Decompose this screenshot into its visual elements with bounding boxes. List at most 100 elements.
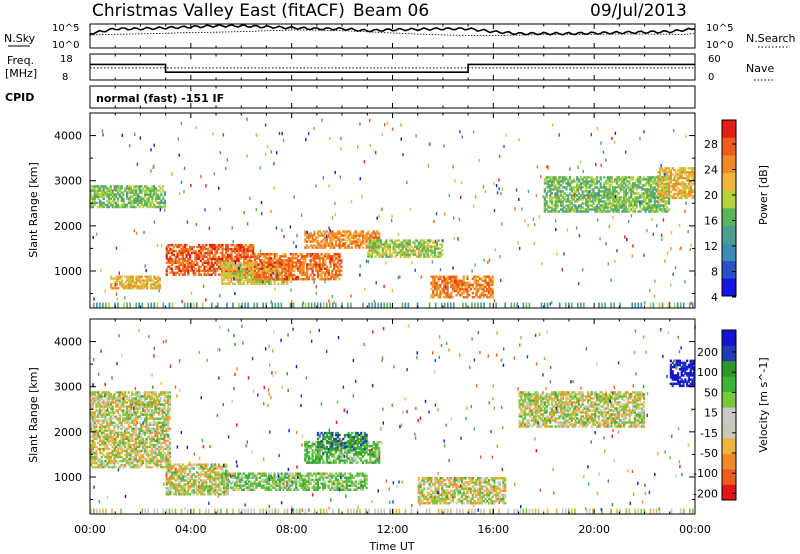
- heatmap-cell: [250, 282, 253, 285]
- heatmap-cell: [414, 243, 417, 246]
- heatmap-cell: [97, 399, 100, 402]
- heatmap-cell: [352, 234, 356, 237]
- heatmap-cell: [244, 272, 247, 275]
- heatmap-cell: [309, 255, 312, 258]
- heatmap-cell: [579, 186, 582, 189]
- heatmap-cell: [156, 205, 159, 209]
- heatmap-cell: [550, 191, 552, 195]
- heatmap-cell: [120, 423, 123, 426]
- heatmap-cell: [216, 263, 219, 267]
- heatmap-cell: [581, 206, 584, 209]
- heatmap-cell: [100, 441, 103, 445]
- heatmap-cell: [131, 433, 134, 437]
- heatmap-cell: [446, 293, 449, 297]
- heatmap-cell: [680, 180, 683, 184]
- heatmap-cell: [648, 191, 650, 195]
- heatmap-cell: [566, 228, 569, 232]
- heatmap-cell: [248, 247, 251, 251]
- heatmap-cell: [545, 182, 548, 185]
- heatmap-cell: [122, 395, 125, 398]
- heatmap-cell: [306, 234, 309, 237]
- heatmap-cell: [550, 180, 554, 183]
- heatmap-cell: [338, 271, 341, 275]
- heatmap-cell: [610, 190, 613, 193]
- heatmap-cell: [320, 269, 323, 273]
- heatmap-cell: [99, 205, 102, 209]
- heatmap-cell: [400, 123, 402, 127]
- heatmap-cell: [558, 198, 561, 201]
- heatmap-cell: [297, 267, 300, 270]
- heatmap-cell: [621, 200, 624, 203]
- heatmap-cell: [369, 245, 372, 248]
- heatmap-cell: [322, 255, 325, 258]
- heatmap-cell: [176, 259, 179, 263]
- heatmap-cell: [178, 253, 181, 257]
- heatmap-cell: [119, 283, 122, 286]
- heatmap-cell: [439, 283, 442, 287]
- heatmap-cell: [249, 196, 251, 200]
- heatmap-cell: [111, 397, 114, 400]
- heatmap-cell: [106, 403, 109, 406]
- heatmap-cell: [138, 457, 141, 461]
- heatmap-cell: [124, 287, 127, 290]
- heatmap-cell: [127, 447, 130, 451]
- heatmap-cell: [687, 194, 690, 198]
- heatmap-cell: [606, 206, 609, 209]
- heatmap-cell: [637, 176, 640, 179]
- heatmap-cell: [680, 192, 683, 196]
- heatmap-cell: [653, 186, 656, 189]
- heatmap-cell: [338, 244, 341, 247]
- heatmap-cell: [639, 196, 642, 199]
- heatmap-cell: [113, 457, 116, 461]
- heatmap-cell: [682, 169, 685, 172]
- heatmap-cell: [111, 399, 114, 402]
- heatmap-cell: [550, 198, 554, 201]
- heatmap-cell: [124, 189, 127, 192]
- heatmap-cell: [480, 283, 483, 287]
- heatmap-cell: [478, 158, 480, 163]
- heatmap-cell: [284, 263, 287, 266]
- heatmap-cell: [165, 271, 168, 274]
- heatmap-cell: [324, 255, 327, 258]
- heatmap-cell: [572, 188, 575, 191]
- heatmap-cell: [514, 207, 516, 211]
- heatmap-cell: [289, 265, 293, 268]
- heatmap-cell: [680, 182, 683, 186]
- heatmap-cell: [185, 255, 188, 259]
- heatmap-cell: [432, 296, 435, 299]
- heatmap-cell: [125, 427, 129, 430]
- heatmap-cell: [289, 225, 292, 229]
- heatmap-cell: [93, 457, 96, 461]
- heatmap-cell: [468, 285, 471, 289]
- heatmap-cell: [133, 281, 136, 284]
- heatmap-cell: [315, 244, 318, 247]
- heatmap-cell: [622, 208, 626, 211]
- heatmap-cell: [289, 252, 293, 256]
- heatmap-cell: [134, 431, 138, 435]
- heatmap-cell: [241, 247, 244, 251]
- heatmap-cell: [199, 259, 203, 263]
- heatmap-cell: [273, 252, 276, 256]
- heatmap-cell: [255, 280, 258, 283]
- heatmap-cell: [151, 201, 154, 205]
- heatmap-cell: [262, 282, 265, 285]
- heatmap-cell: [489, 293, 492, 297]
- heatmap-cell: [253, 280, 256, 283]
- heatmap-cell: [129, 287, 133, 290]
- heatmap-cell: [417, 247, 420, 250]
- heatmap-cell: [131, 287, 134, 290]
- heatmap-cell: [667, 167, 671, 170]
- heatmap-cell: [233, 272, 236, 275]
- heatmap-cell: [311, 259, 314, 262]
- heatmap-cell: [547, 210, 550, 213]
- heatmap-cell: [90, 445, 93, 449]
- heatmap-cell: [610, 204, 613, 207]
- heatmap-cell: [138, 405, 141, 408]
- heatmap-cell: [669, 175, 672, 178]
- heatmap-cell: [171, 263, 174, 267]
- heatmap-cell: [356, 238, 359, 241]
- heatmap-cell: [171, 302, 174, 308]
- heatmap-cell: [271, 302, 274, 308]
- heatmap-cell: [574, 190, 577, 193]
- heatmap-cell: [187, 259, 190, 263]
